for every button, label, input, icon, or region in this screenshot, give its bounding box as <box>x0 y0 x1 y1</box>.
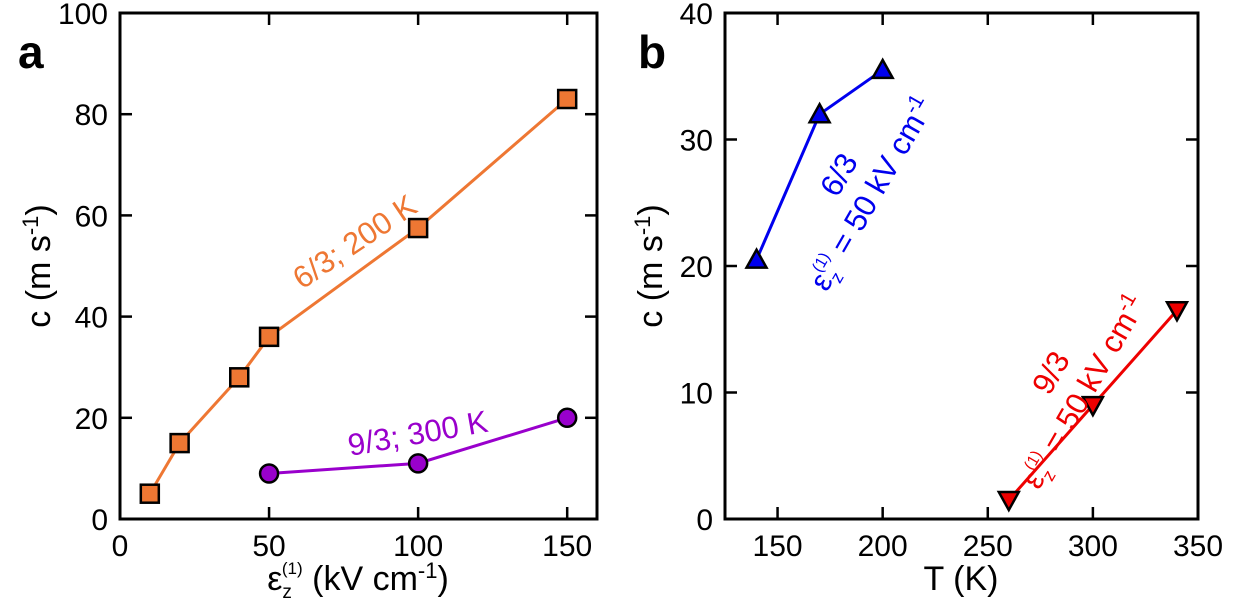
data-point-6-3-200-k <box>258 326 280 348</box>
panel-b-x-tick-label: 200 <box>858 530 908 563</box>
data-point-6-3-200-k <box>139 483 161 504</box>
data-point-6-3-200-k <box>407 217 429 239</box>
data-point-9-3 <box>996 490 1021 513</box>
data-point-9-3-300-k <box>556 407 578 429</box>
data-point-6-3-200-k <box>229 367 250 388</box>
panel-b-x-tick-label: 300 <box>1068 530 1118 563</box>
panel-b-frame <box>723 11 1200 521</box>
data-point-6-3 <box>744 247 769 269</box>
panel-a-y-tick-label: 40 <box>75 302 108 335</box>
series-label-9-3-condition: εz(1) = 50 kV cm-1 <box>1013 288 1157 496</box>
panel-a-letter: a <box>18 26 44 78</box>
panel-b: b 150 200 250 300 350 0 10 20 30 40 c (m s-1) T (… <box>630 0 1223 598</box>
panel-b-letter: b <box>638 26 666 78</box>
data-point-9-3-300-k <box>407 453 429 474</box>
panel-b-y-axis-label: c (m s-1) <box>630 204 670 327</box>
panel-a: a 0 50 100 150 0 20 40 60 80 100 c (m s-1) εz(1) … <box>18 0 599 601</box>
panel-a-y-tick-label: 100 <box>58 0 108 31</box>
data-point-6-3-200-k <box>556 88 578 110</box>
series-label-6-3-200k: 6/3; 200 K <box>286 188 423 296</box>
data-point-9-3-300-k <box>258 463 280 484</box>
series-label-6-3: 6/3 εz(1) = 50 kV cm-1 <box>803 90 932 296</box>
panel-b-x-tick-label: 150 <box>753 530 803 563</box>
data-point-9-3 <box>1080 395 1106 418</box>
panel-b-x-tick-label: 250 <box>963 530 1013 563</box>
panel-b-x-axis-label: T (K) <box>924 560 999 598</box>
panel-a-frame <box>118 11 599 521</box>
panel-a-y-tick-label: 60 <box>75 200 108 233</box>
panel-a-x-tick-label: 100 <box>393 530 443 563</box>
panel-b-y-tick-label: 30 <box>680 125 713 158</box>
panel-b-y-tick-label: 20 <box>680 251 713 284</box>
panel-a-y-tick-label: 20 <box>75 403 108 436</box>
data-point-6-3 <box>807 101 832 124</box>
data-point-6-3 <box>870 57 895 80</box>
series-label-9-3: 9/3 εz(1) = 50 kV cm-1 <box>1013 288 1157 496</box>
data-point-6-3-200-k <box>169 432 190 454</box>
panel-a-y-tick-label: 0 <box>91 504 108 537</box>
panel-a-x-axis-label: εz(1) (kV cm-1) <box>267 558 449 601</box>
panel-a-x-tick-label: 0 <box>112 530 129 563</box>
data-point-9-3 <box>1164 301 1190 323</box>
panel-b-y-tick-label: 0 <box>696 504 713 537</box>
panel-a-x-tick-label: 50 <box>252 530 285 563</box>
panel-b-x-tick-label: 350 <box>1173 530 1223 563</box>
panel-a-y-tick-label: 80 <box>75 99 108 132</box>
panel-b-y-tick-label: 10 <box>680 378 713 411</box>
panel-a-y-axis-label: c (m s-1) <box>18 204 58 327</box>
panel-a-x-tick-label: 150 <box>542 530 592 563</box>
panel-b-y-tick-label: 40 <box>680 0 713 31</box>
